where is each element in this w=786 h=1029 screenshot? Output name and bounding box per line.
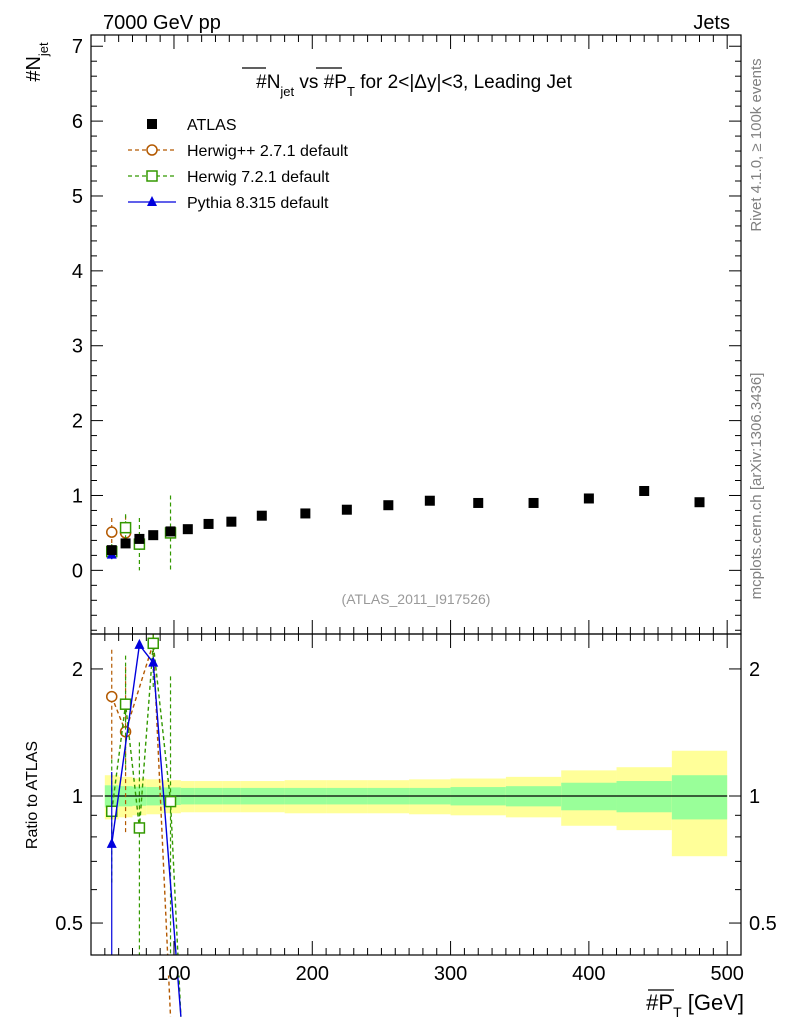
ratio-xtick-label: 300 bbox=[434, 963, 467, 985]
ratio-point-pythia bbox=[148, 656, 159, 667]
header-right: Jets bbox=[693, 12, 730, 34]
ratio-line-pythia bbox=[111, 643, 182, 1017]
atlas-data-point bbox=[528, 497, 539, 508]
legend-marker bbox=[147, 196, 157, 206]
axis-ticks: 0 1 2 3 4 5 6 7 100 200 300 400 500 0.5 0.5 1 1 2 2 bbox=[55, 35, 777, 985]
atlas-data-point bbox=[106, 545, 117, 556]
ratio-point-herwig7 bbox=[147, 637, 159, 650]
atlas-data-point bbox=[639, 485, 650, 496]
ratio-uncertainty-bands bbox=[104, 750, 728, 857]
side-label-top: Rivet 4.1.0, ≥ 100k events bbox=[748, 58, 765, 231]
ratio-point-pythia bbox=[106, 837, 117, 848]
atlas-data-point bbox=[203, 518, 214, 529]
legend-label: ATLAS bbox=[187, 117, 237, 134]
atlas-data-point bbox=[165, 526, 176, 537]
ratio-ytick-label-right: 1 bbox=[749, 786, 760, 808]
atlas-data-point bbox=[341, 504, 352, 515]
ratio-clip-bottom bbox=[91, 955, 741, 976]
main-ytick-label: 6 bbox=[72, 111, 83, 133]
ratio-point-pythia bbox=[134, 638, 145, 649]
main-ytick-label: 2 bbox=[72, 411, 83, 433]
ratio-band-inner bbox=[671, 775, 728, 820]
title-tail: for 2<|Δy|<3, Leading Jet bbox=[355, 72, 573, 93]
main-ytick-label: 5 bbox=[72, 186, 83, 208]
atlas-data-point bbox=[694, 497, 705, 508]
xlabel-sub: T bbox=[673, 1004, 682, 1020]
atlas-data-point bbox=[583, 493, 594, 504]
ratio-point-herwig7 bbox=[164, 795, 177, 808]
ratio-line-herwig7 bbox=[111, 643, 182, 1017]
legend-label: Pythia 8.315 default bbox=[187, 195, 329, 212]
ratio-line-herwigpp bbox=[111, 643, 172, 1017]
main-ylabel: #Njet bbox=[23, 42, 51, 82]
legend-marker bbox=[146, 170, 158, 182]
ratio-xtick-label: 500 bbox=[710, 963, 743, 985]
ratio-xtick-label: 200 bbox=[296, 963, 329, 985]
main-ytick-label: 1 bbox=[72, 485, 83, 507]
ratio-point-herwig7 bbox=[119, 698, 132, 710]
ratio-ytick-label: 2 bbox=[72, 659, 83, 681]
legend: ATLAS Herwig++ 2.7.1 default Herwig 7.2.1 … bbox=[128, 117, 349, 212]
side-label-bottom: mcplots.cern.ch [arXiv:1306.3436] bbox=[748, 373, 765, 600]
ratio-ytick-label: 0.5 bbox=[55, 913, 83, 935]
legend-label: Herwig++ 2.7.1 default bbox=[187, 143, 349, 160]
legend-label: Herwig 7.2.1 default bbox=[187, 169, 330, 186]
main-ytick-label: 4 bbox=[72, 261, 83, 283]
ratio-ytick-label-right: 2 bbox=[749, 659, 760, 681]
atlas-data-point bbox=[120, 538, 131, 549]
atlas-data-point bbox=[256, 510, 267, 521]
ratio-band-inner bbox=[616, 781, 672, 813]
main-ytick-label: 7 bbox=[72, 36, 83, 58]
ratio-series bbox=[91, 634, 741, 1017]
atlas-data-point bbox=[134, 533, 145, 544]
title-base-sub: jet bbox=[279, 84, 294, 99]
axis-frames bbox=[90, 34, 742, 956]
ratio-point-herwig7 bbox=[133, 822, 146, 834]
title-mid: vs #P bbox=[294, 72, 347, 93]
x-axis-label: #PT [GeV] bbox=[646, 990, 744, 1020]
ylabel-sub: jet bbox=[36, 42, 51, 57]
ratio-xtick-label: 100 bbox=[157, 963, 190, 985]
main-ytick-label: 3 bbox=[72, 336, 83, 358]
ratio-ytick-label-right: 0.5 bbox=[749, 913, 777, 935]
legend-marker bbox=[147, 119, 157, 129]
ratio-ylabel: Ratio to ATLAS bbox=[24, 741, 41, 849]
header-left: 7000 GeV pp bbox=[103, 12, 221, 34]
analysis-watermark: (ATLAS_2011_I917526) bbox=[342, 591, 491, 607]
xlabel-unit: [GeV] bbox=[682, 990, 744, 1015]
main-point-herwigpp bbox=[105, 526, 118, 538]
ratio-xtick-label: 400 bbox=[572, 963, 605, 985]
atlas-data-point bbox=[182, 524, 193, 535]
xlabel-base: #P bbox=[646, 990, 673, 1015]
atlas-data-point bbox=[424, 495, 435, 506]
main-series bbox=[105, 485, 705, 571]
title-mid-sub: T bbox=[347, 84, 355, 99]
atlas-data-point bbox=[226, 516, 237, 527]
ratio-frame bbox=[90, 633, 742, 956]
main-point-herwig7 bbox=[119, 521, 132, 534]
atlas-data-point bbox=[300, 508, 311, 519]
atlas-data-point bbox=[148, 530, 159, 541]
ylabel-base: #N bbox=[23, 56, 45, 82]
atlas-data-point bbox=[473, 497, 484, 508]
legend-marker bbox=[146, 144, 158, 156]
atlas-data-point bbox=[383, 500, 394, 511]
ratio-point-herwigpp bbox=[105, 690, 118, 703]
main-ytick-label: 0 bbox=[72, 560, 83, 582]
ratio-ytick-label: 1 bbox=[72, 786, 83, 808]
title-base: #N bbox=[256, 72, 280, 93]
main-title: #Njet vs #PT for 2<|Δy|<3, Leading Jet bbox=[256, 72, 572, 99]
